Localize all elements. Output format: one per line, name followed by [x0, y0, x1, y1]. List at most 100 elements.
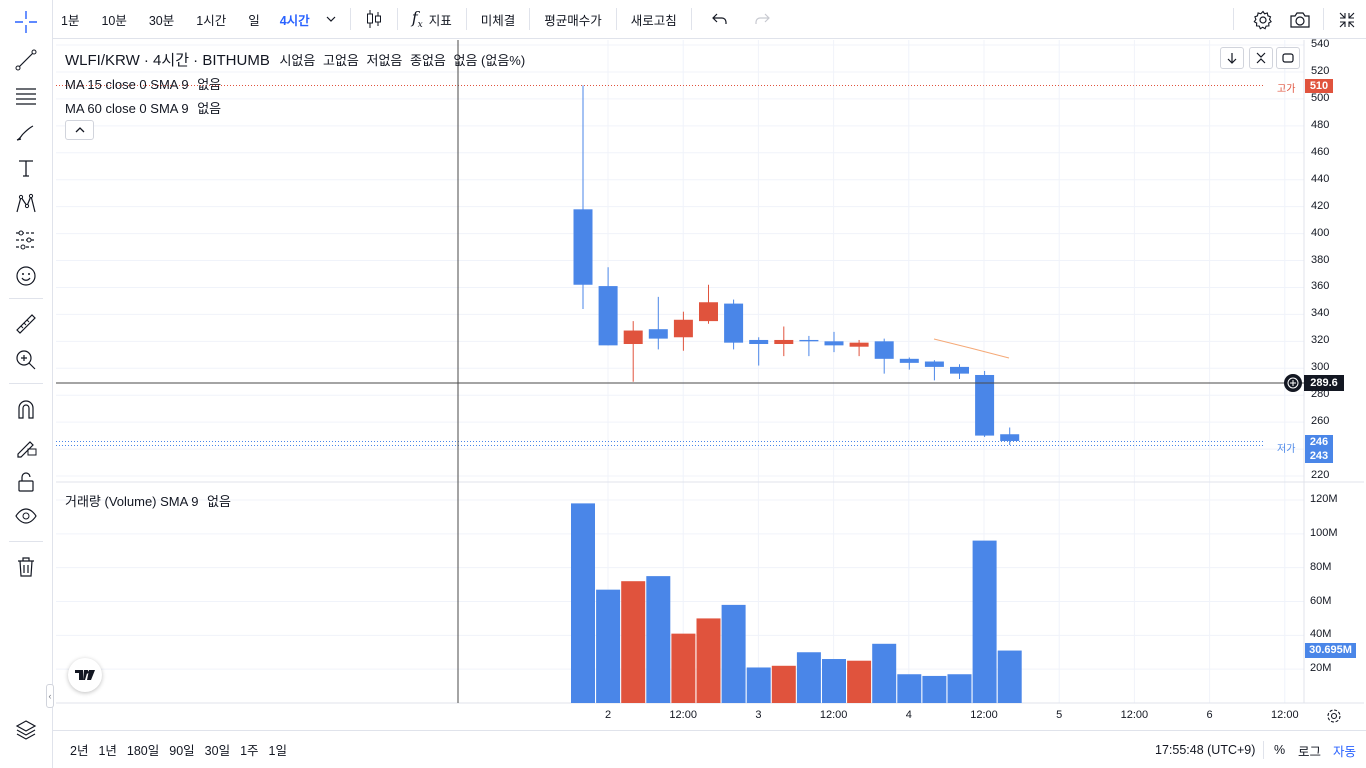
chart-area[interactable]: WLFI/KRW · 4시간 · BITHUMB 시없음 고없음 저없음 종없음…	[56, 38, 1364, 730]
emoji-icon[interactable]	[10, 260, 42, 292]
volume-bar	[746, 667, 771, 703]
volume-bar	[997, 650, 1022, 703]
price-tick-label: 260	[1311, 415, 1330, 428]
candle-body	[849, 342, 869, 347]
log-toggle[interactable]: 로그	[1298, 744, 1322, 759]
range-180d[interactable]: 180일	[126, 744, 160, 758]
interval-10m[interactable]: 10분	[101, 13, 127, 28]
ma15-value: 없음	[197, 77, 222, 92]
clock[interactable]: 17:55:48 (UTC+9)	[1155, 743, 1256, 757]
candle-body	[598, 286, 618, 346]
time-tick-label: 12:00	[1271, 709, 1299, 721]
tradingview-logo-icon[interactable]	[68, 658, 102, 692]
fib-retracement-icon[interactable]	[10, 80, 42, 112]
collapse-legend-icon[interactable]	[65, 120, 94, 140]
current-volume-badge: 30.695M	[1305, 643, 1356, 658]
low-key: 저	[366, 53, 379, 68]
ma15-label: MA 15 close 0 SMA 9	[65, 77, 189, 92]
symbol-legend: WLFI/KRW · 4시간 · BITHUMB 시없음 고없음 저없음 종없음…	[65, 49, 525, 70]
range-90d[interactable]: 90일	[169, 744, 195, 758]
price-tick-label: 280	[1311, 388, 1330, 401]
object-tree-icon[interactable]	[10, 714, 42, 746]
range-30d[interactable]: 30일	[204, 744, 231, 758]
volume-bar	[972, 540, 997, 703]
price-tick-label: 540	[1311, 38, 1330, 50]
candle-body	[950, 366, 969, 374]
pattern-icon[interactable]	[10, 188, 42, 220]
indicators-button[interactable]: fx 지표	[404, 4, 460, 34]
time-tick-label: 3	[755, 709, 762, 721]
forecast-icon[interactable]	[10, 224, 42, 256]
candle-body	[573, 209, 593, 285]
volume-tick-label: 60M	[1310, 594, 1332, 607]
trash-icon[interactable]	[10, 551, 42, 583]
symbol-title: WLFI/KRW · 4시간 · BITHUMB	[65, 52, 270, 69]
lock-drawing-icon[interactable]	[10, 430, 42, 462]
undo-icon[interactable]	[704, 4, 736, 34]
redo-icon[interactable]	[746, 4, 778, 34]
interval-30m[interactable]: 30분	[148, 13, 175, 28]
candlestick-type-icon[interactable]	[357, 4, 391, 34]
low-price-badge-2: 243	[1305, 449, 1333, 463]
range-1y[interactable]: 1년	[98, 744, 117, 758]
drawing-toolbar: ‹	[0, 0, 54, 768]
unlock-icon[interactable]	[10, 466, 42, 498]
volume-bar	[571, 503, 595, 703]
ma60-label: MA 60 close 0 SMA 9	[65, 101, 189, 116]
volume-bar	[922, 675, 947, 703]
interval-4h[interactable]: 4시간	[279, 13, 310, 28]
auto-scale-toggle[interactable]: 자동	[1333, 744, 1357, 759]
price-tick-label: 420	[1311, 199, 1330, 212]
price-tick-label: 340	[1311, 307, 1330, 320]
trend-line-icon[interactable]	[10, 44, 42, 76]
candle-body	[774, 339, 794, 345]
unfilled-orders-button[interactable]: 미체결	[480, 13, 516, 28]
volume-bar	[872, 643, 897, 703]
text-tool-icon[interactable]	[10, 152, 42, 184]
indicators-label: 지표	[428, 13, 452, 28]
ma60-legend[interactable]: MA 60 close 0 SMA 9 없음	[65, 98, 221, 117]
move-pane-down-icon[interactable]	[1220, 47, 1244, 69]
volume-bar	[947, 674, 972, 703]
brush-icon[interactable]	[10, 116, 42, 148]
volume-bar	[671, 633, 696, 703]
volume-bar	[847, 660, 872, 703]
zoom-in-icon[interactable]	[10, 344, 42, 376]
chart-canvas[interactable]	[56, 40, 1364, 730]
time-axis-settings-icon[interactable]	[1326, 708, 1342, 729]
avg-buy-price-button[interactable]: 평균매수가	[544, 13, 602, 28]
crosshair-icon[interactable]	[10, 6, 42, 38]
interval-1h[interactable]: 1시간	[196, 13, 227, 28]
price-tick-label: 460	[1311, 145, 1330, 158]
eye-icon[interactable]	[10, 500, 42, 532]
close-value: 없음	[421, 53, 446, 68]
interval-dropdown-icon[interactable]	[318, 4, 344, 34]
magnet-icon[interactable]	[10, 394, 42, 426]
volume-bar	[696, 618, 721, 703]
refresh-button[interactable]: 새로고침	[630, 13, 677, 28]
ma15-legend[interactable]: MA 15 close 0 SMA 9 없음	[65, 74, 221, 93]
candle-body	[1000, 434, 1020, 441]
camera-icon[interactable]	[1284, 0, 1316, 39]
range-1w[interactable]: 1주	[240, 744, 259, 758]
high-key: 고	[322, 53, 335, 68]
range-1d[interactable]: 1일	[268, 744, 287, 758]
collapse-pane-icon[interactable]	[1249, 47, 1273, 69]
interval-day[interactable]: 일	[248, 13, 260, 28]
collapse-toolbar-icon[interactable]: ‹	[46, 684, 54, 708]
volume-bar	[897, 674, 922, 703]
interval-1m[interactable]: 1분	[61, 13, 80, 28]
add-alert-plus-icon[interactable]	[1284, 374, 1302, 392]
volume-legend[interactable]: 거래량 (Volume) SMA 9 없음	[65, 491, 231, 510]
candle-body	[623, 330, 643, 345]
top-toolbar: 1분 10분 30분 1시간 일 4시간 fx 지표 미체결 평균매수가 새로고…	[53, 0, 1366, 39]
time-tick-label: 6	[1206, 709, 1213, 721]
percent-toggle[interactable]: %	[1274, 743, 1286, 757]
candle-body	[648, 329, 668, 339]
ruler-icon[interactable]	[10, 308, 42, 340]
price-tick-label: 360	[1311, 280, 1330, 293]
maximize-pane-icon[interactable]	[1276, 47, 1300, 69]
settings-gear-icon[interactable]	[1247, 0, 1279, 39]
range-2y[interactable]: 2년	[70, 744, 89, 758]
fullscreen-exit-icon[interactable]	[1331, 0, 1363, 39]
